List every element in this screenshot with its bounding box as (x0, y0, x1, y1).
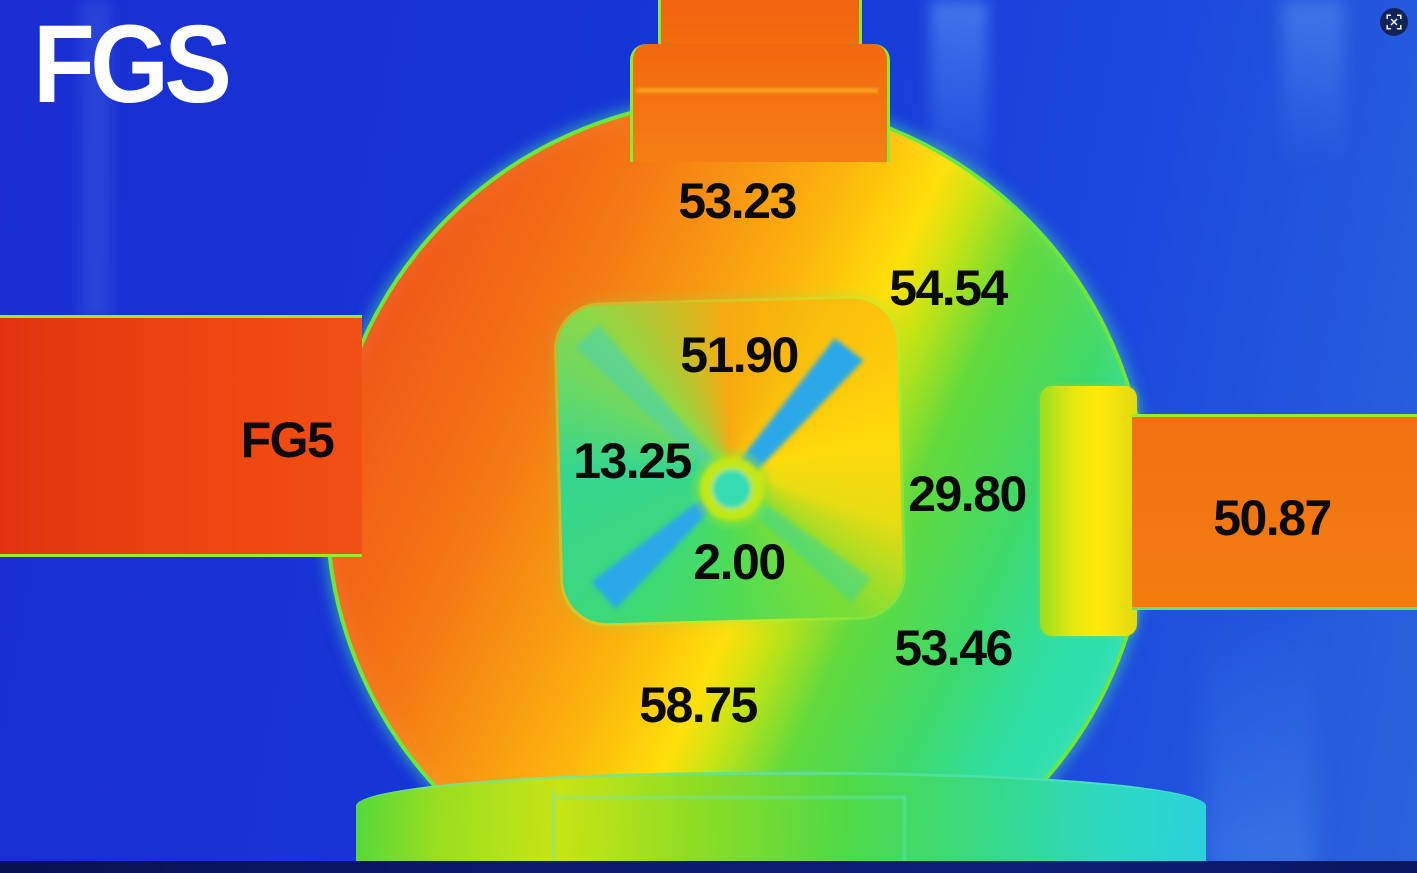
logo-fgs: FGS (33, 3, 232, 126)
temperature-reading: 50.87 (1213, 490, 1332, 546)
fan-blade-top-right (737, 338, 864, 478)
fan-blade-top-left (574, 324, 720, 474)
fan-blades (574, 324, 872, 610)
cold-streak (1205, 620, 1315, 873)
pipe-right-collar (1040, 386, 1137, 636)
base-seam (552, 790, 555, 873)
fan-blade-bottom-left (591, 492, 719, 610)
pipe-top-flange (630, 44, 890, 162)
temperature-reading: 51.90 (680, 327, 799, 383)
fan-blade-bottom-right (740, 491, 872, 603)
cold-streak (1282, 0, 1344, 170)
fullscreen-button[interactable] (1380, 8, 1408, 36)
pipe-right (1132, 414, 1417, 610)
temperature-reading: 58.75 (639, 677, 758, 733)
temperature-reading: 54.54 (889, 260, 1008, 316)
base-seam (555, 796, 905, 799)
pipe-top-ridge (636, 88, 878, 93)
temperature-reading: 53.46 (894, 620, 1013, 676)
hub-glow (692, 449, 772, 529)
pipe-left (0, 315, 362, 557)
fullscreen-icon (1386, 14, 1402, 30)
fan-hub (699, 456, 765, 522)
temperature-reading: 53.23 (678, 173, 797, 229)
bottom-strip (0, 861, 1417, 873)
valve-base (356, 772, 1206, 873)
temperature-reading: 29.80 (908, 466, 1027, 522)
temperature-reading: 13.25 (573, 433, 692, 489)
device-label: FG5 (240, 412, 335, 468)
temperature-reading: 2.00 (693, 534, 786, 590)
fan-housing (555, 297, 905, 625)
base-seam (903, 796, 906, 873)
